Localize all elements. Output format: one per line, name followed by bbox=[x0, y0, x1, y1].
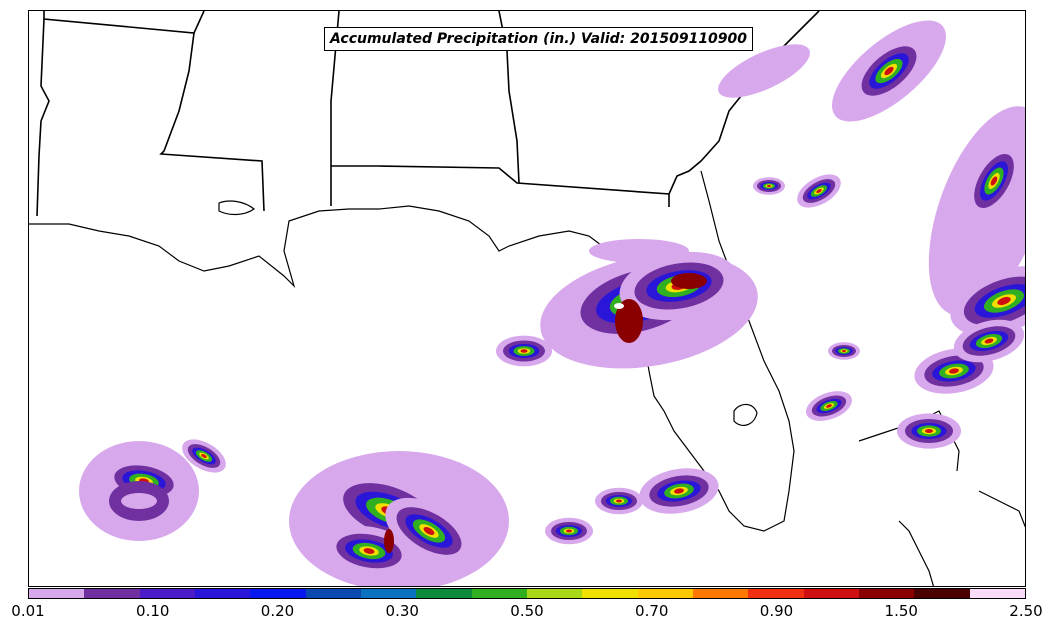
precip-cell bbox=[997, 296, 1011, 306]
colorbar-segment bbox=[29, 589, 85, 598]
precip-cell bbox=[201, 454, 207, 458]
precip-cell bbox=[949, 368, 959, 374]
precip-cell bbox=[984, 338, 994, 344]
colorbar-segment bbox=[582, 589, 638, 598]
colorbar-segment bbox=[471, 589, 527, 598]
precip-cell bbox=[767, 185, 771, 187]
map-title: Accumulated Precipitation (in.) Valid: 2… bbox=[324, 27, 754, 51]
precip-cell bbox=[826, 404, 832, 408]
precip-cell bbox=[363, 548, 375, 554]
colorbar-segment bbox=[139, 589, 195, 598]
colorbar-segment bbox=[526, 589, 583, 598]
precip-cell bbox=[925, 429, 933, 433]
colorbar-segment bbox=[305, 589, 361, 598]
colorbar-segment bbox=[84, 589, 140, 598]
precip-cell bbox=[884, 66, 894, 76]
colorbar-tick-label: 0.01 bbox=[11, 602, 45, 620]
precip-cell bbox=[990, 176, 998, 186]
colorbar-segment bbox=[360, 589, 417, 598]
colorbar-tick-label: 1.50 bbox=[884, 602, 918, 620]
precip-cell bbox=[423, 527, 435, 535]
colorbar-segment bbox=[416, 589, 472, 598]
precip-cell bbox=[674, 488, 684, 494]
precip-cell bbox=[121, 493, 157, 509]
colorbar-segment bbox=[250, 589, 306, 598]
precip-cell bbox=[520, 349, 528, 353]
colorbar-tick-label: 0.20 bbox=[260, 602, 295, 620]
precip-cell bbox=[566, 529, 572, 533]
colorbar-segment bbox=[692, 589, 749, 598]
precip-cell bbox=[718, 44, 810, 98]
colorbar-tick-label: 0.70 bbox=[635, 602, 669, 620]
precip-cell bbox=[671, 273, 707, 289]
precip-cell bbox=[816, 189, 822, 193]
colorbar-tick-label: 0.50 bbox=[510, 602, 544, 620]
precipitation-layer bbox=[79, 20, 1025, 586]
precip-cell bbox=[589, 239, 689, 263]
colorbar-tick-label: 0.10 bbox=[136, 602, 170, 620]
colorbar-tick-label: 0.30 bbox=[385, 602, 419, 620]
precip-cell bbox=[384, 529, 394, 553]
precip-cell bbox=[842, 350, 846, 352]
colorbar-segment bbox=[803, 589, 859, 598]
colorbar-segment bbox=[194, 589, 251, 598]
colorbar-ticks: 0.01 0.10 0.20 0.30 0.50 0.70 0.90 1.50 2.50 bbox=[0, 602, 1054, 622]
precip-cell bbox=[616, 499, 622, 503]
precipitation-map bbox=[29, 11, 1025, 586]
colorbar-tick-label: 2.50 bbox=[1009, 602, 1043, 620]
precip-cell bbox=[615, 299, 643, 343]
colorbar-segment bbox=[914, 589, 970, 598]
precip-cell bbox=[614, 303, 624, 309]
colorbar bbox=[28, 588, 1026, 599]
colorbar-tick-label: 0.90 bbox=[759, 602, 794, 620]
colorbar-segment bbox=[858, 589, 915, 598]
colorbar-segment bbox=[969, 589, 1025, 598]
map-area[interactable]: Accumulated Precipitation (in.) Valid: 2… bbox=[28, 10, 1026, 587]
colorbar-segment bbox=[637, 589, 693, 598]
colorbar-segment bbox=[748, 589, 804, 598]
